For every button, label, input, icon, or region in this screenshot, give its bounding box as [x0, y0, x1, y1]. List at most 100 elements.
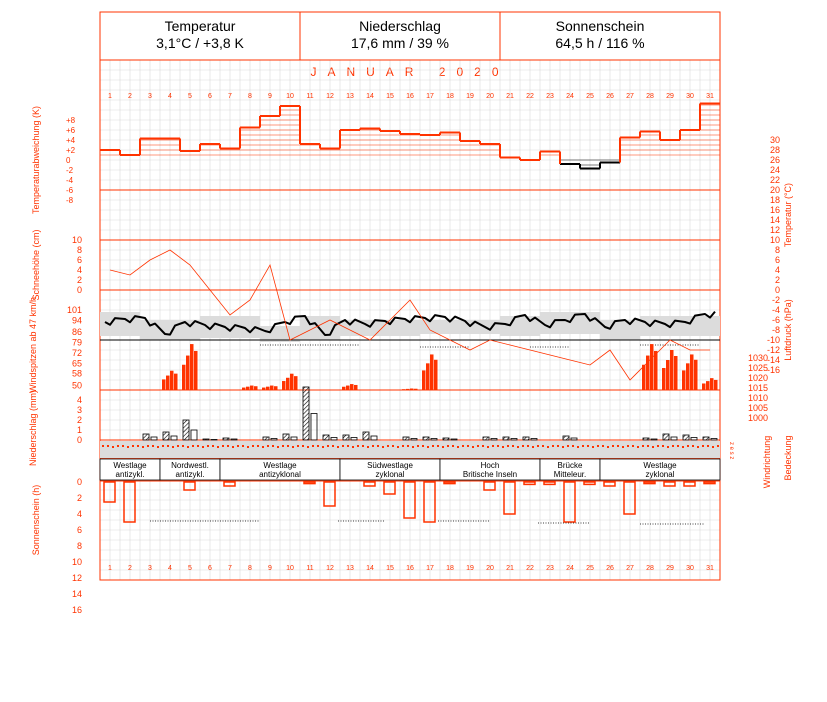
weather-type-line1: Hoch — [481, 461, 500, 470]
wind-bar — [286, 377, 290, 390]
precip-bar — [182, 419, 190, 441]
wind-bar — [186, 355, 190, 390]
weather-type-line1: Südwestlage — [367, 461, 413, 470]
temperature-summary: Temperatur 3,1°C / +3,8 K — [100, 12, 300, 58]
day-label-top: 23 — [546, 93, 554, 100]
precip-bar — [422, 436, 430, 441]
wind-bar — [342, 386, 346, 390]
temperature-tick: -12 — [767, 345, 780, 355]
sunshine-bar — [303, 481, 316, 485]
precip-tick: 1 — [77, 425, 82, 435]
wind-direction-mark — [232, 446, 234, 448]
precip-bar — [522, 436, 530, 441]
anomaly-tick: +4 — [66, 136, 76, 145]
wind-bar — [166, 375, 170, 390]
sunshine-tick: 16 — [72, 605, 82, 615]
wind-tick: 79 — [72, 338, 82, 348]
wind-bar — [194, 350, 198, 390]
sunshine-bar — [123, 481, 136, 523]
wind-direction-mark — [337, 446, 339, 448]
wind-direction-mark — [472, 446, 474, 448]
weather-type-line2: zyklonal — [376, 470, 405, 479]
snow-ylabel: Schneehöhe (cm) — [31, 229, 41, 300]
day-label-top: 10 — [286, 93, 294, 100]
sunshine-bar — [583, 481, 596, 486]
temperature-tick: 0 — [775, 285, 780, 295]
day-label-bottom: 31 — [706, 565, 714, 572]
wind-direction-mark — [432, 445, 434, 447]
day-label-top: 29 — [666, 93, 674, 100]
precip-tick: 2 — [77, 415, 82, 425]
temperature-tick: -10 — [767, 335, 780, 345]
wind-direction-mark — [122, 445, 124, 447]
month-label: JANUAR 2020 — [310, 65, 510, 79]
wind-direction-mark — [677, 445, 679, 447]
wind-bar — [346, 385, 350, 390]
pressure-tick: 1020 — [748, 373, 768, 383]
wind-direction-mark — [402, 445, 404, 447]
sunshine-bar — [523, 481, 536, 486]
wind-direction-mark — [642, 445, 644, 447]
precip-tick: 4 — [77, 395, 82, 405]
wind-direction-mark — [477, 445, 479, 447]
wind-direction-mark — [552, 445, 554, 447]
wind-direction-mark — [447, 445, 449, 447]
wind-direction-mark — [302, 445, 304, 447]
precip-bar — [350, 437, 358, 441]
snow-tick: 0 — [77, 285, 82, 295]
weather-type-line1: Westlage — [113, 461, 147, 470]
pressure-band — [600, 320, 640, 340]
wind-direction-mark — [407, 445, 409, 447]
weather-type-line1: Brücke — [558, 461, 583, 470]
sunshine-tick: 10 — [72, 557, 82, 567]
pressure-tick: 1025 — [748, 363, 768, 373]
temperature-tick: -2 — [772, 295, 780, 305]
wind-direction-mark — [537, 445, 539, 447]
wind-direction-mark — [342, 445, 344, 447]
wind-direction-mark — [152, 445, 154, 447]
wind-direction-mark — [292, 446, 294, 448]
wind-direction-mark — [167, 445, 169, 447]
anomaly-tick: -2 — [66, 166, 74, 175]
wind-direction-mark — [277, 446, 279, 448]
precip-bar — [702, 436, 710, 441]
anomaly-tick: 0 — [66, 156, 71, 165]
precip-bar — [222, 437, 230, 441]
wind-direction-mark — [322, 446, 324, 448]
day-label-top: 9 — [268, 93, 272, 100]
day-label-top: 22 — [526, 93, 534, 100]
day-label-bottom: 2 — [128, 565, 132, 572]
anomaly-ylabel: Temperaturabweichung (K) — [31, 106, 41, 214]
snow-tick: 2 — [77, 275, 82, 285]
day-label-bottom: 21 — [506, 565, 514, 572]
wind-direction-mark — [107, 445, 109, 447]
wind-direction-mark — [572, 445, 574, 447]
pressure-tick: 1010 — [748, 393, 768, 403]
weather-type-line1: Nordwestl. — [171, 461, 209, 470]
precip-bar — [310, 413, 318, 441]
sunshine-summary-value: 64,5 h / 116 % — [555, 35, 645, 51]
precip-bar — [650, 438, 658, 441]
sunshine-bar — [383, 481, 396, 495]
wind-direction-mark — [487, 446, 489, 448]
day-label-top: 8 — [248, 93, 252, 100]
sunshine-bar — [223, 481, 236, 487]
precip-bar — [710, 438, 718, 441]
wind-bar — [162, 379, 166, 390]
sunshine-bar — [183, 481, 196, 491]
day-label-bottom: 23 — [546, 565, 554, 572]
day-label-bottom: 27 — [626, 565, 634, 572]
temperature-tick: -8 — [772, 325, 780, 335]
day-label-top: 28 — [646, 93, 654, 100]
wind-bar — [266, 386, 270, 390]
day-label-top: 24 — [566, 93, 574, 100]
precip-bar — [430, 438, 438, 441]
wind-direction-mark — [502, 446, 504, 448]
wind-direction-mark — [622, 446, 624, 448]
wind-direction-mark — [237, 445, 239, 447]
day-label-bottom: 25 — [586, 565, 594, 572]
wind-direction-mark — [422, 445, 424, 447]
wind-bar — [402, 389, 406, 390]
precip-bar — [210, 439, 218, 441]
weather-type-line2: Britische Inseln — [463, 470, 517, 479]
